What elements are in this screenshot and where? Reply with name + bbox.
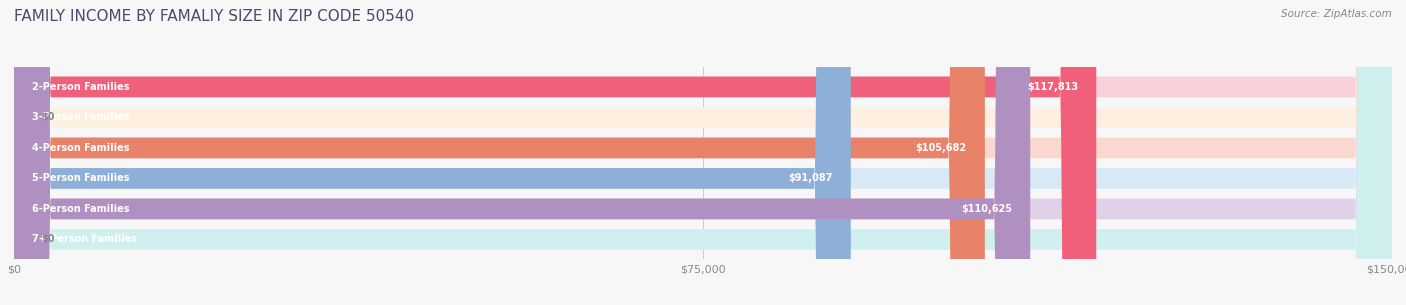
Text: $0: $0 xyxy=(42,113,55,122)
Text: $91,087: $91,087 xyxy=(787,174,832,183)
FancyBboxPatch shape xyxy=(14,0,1392,305)
FancyBboxPatch shape xyxy=(14,0,1097,305)
Text: $117,813: $117,813 xyxy=(1026,82,1078,92)
FancyBboxPatch shape xyxy=(14,0,1392,305)
Text: $0: $0 xyxy=(42,235,55,244)
Text: 7+ Person Families: 7+ Person Families xyxy=(32,235,138,244)
Text: 5-Person Families: 5-Person Families xyxy=(32,174,129,183)
FancyBboxPatch shape xyxy=(14,0,1031,305)
FancyBboxPatch shape xyxy=(14,0,1392,305)
Text: $105,682: $105,682 xyxy=(915,143,966,153)
Text: 3-Person Families: 3-Person Families xyxy=(32,113,129,122)
Text: $110,625: $110,625 xyxy=(960,204,1012,214)
FancyBboxPatch shape xyxy=(14,0,851,305)
FancyBboxPatch shape xyxy=(14,0,1392,305)
Text: Source: ZipAtlas.com: Source: ZipAtlas.com xyxy=(1281,9,1392,19)
FancyBboxPatch shape xyxy=(14,0,984,305)
Text: FAMILY INCOME BY FAMALIY SIZE IN ZIP CODE 50540: FAMILY INCOME BY FAMALIY SIZE IN ZIP COD… xyxy=(14,9,415,24)
FancyBboxPatch shape xyxy=(14,0,1392,305)
Text: 4-Person Families: 4-Person Families xyxy=(32,143,129,153)
Text: 2-Person Families: 2-Person Families xyxy=(32,82,129,92)
FancyBboxPatch shape xyxy=(14,0,1392,305)
Text: 6-Person Families: 6-Person Families xyxy=(32,204,129,214)
